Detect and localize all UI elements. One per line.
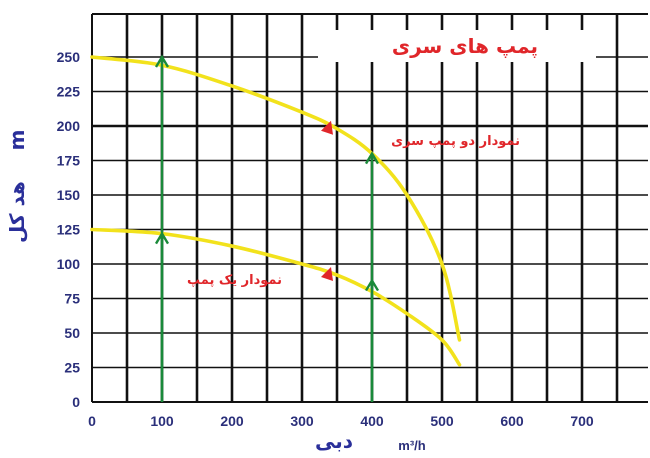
y-tick-label: 75 — [64, 291, 80, 307]
y-tick-label: 50 — [64, 325, 80, 341]
arrow-head-3 — [364, 278, 380, 292]
tick-labels: 0 25 50 75 100 125 150 175 200 225 250 0 100 200 300 40… — [57, 49, 594, 429]
x-tick-label: 400 — [360, 413, 384, 429]
x-axis-label: دبی — [315, 429, 353, 453]
curves — [90, 55, 462, 367]
y-tick-label: 125 — [57, 222, 81, 238]
y-tick-label: 25 — [64, 360, 80, 376]
pointer-marker-1 — [321, 267, 333, 282]
arrows — [154, 54, 380, 402]
title-box — [318, 30, 596, 62]
y-tick-label: 100 — [57, 256, 81, 272]
x-tick-label: 100 — [150, 413, 174, 429]
y-tick-label: 200 — [57, 118, 81, 134]
pointer-marker-0 — [321, 120, 333, 135]
x-tick-label: 700 — [570, 413, 594, 429]
y-axis-unit: m — [5, 130, 29, 151]
series-line-0 — [90, 227, 462, 367]
arrow-head-1 — [154, 231, 170, 245]
markers — [321, 120, 333, 282]
y-tick-label: 150 — [57, 187, 81, 203]
x-tick-label: 500 — [430, 413, 454, 429]
x-tick-label: 200 — [220, 413, 244, 429]
chart-title: پمپ های سری — [392, 34, 538, 59]
series-line-1 — [90, 55, 462, 342]
y-tick-label: 0 — [72, 394, 80, 410]
arrow-head-2 — [364, 151, 380, 165]
series-label-one-pump: نمودار یک پمپ — [187, 273, 282, 288]
y-tick-label: 225 — [57, 84, 81, 100]
x-axis-unit: m³/h — [398, 438, 426, 453]
plot-background — [92, 14, 648, 402]
y-tick-label: 175 — [57, 153, 81, 169]
x-tick-label: 0 — [88, 413, 96, 429]
y-axis-label: هد کل — [5, 181, 29, 243]
axes — [91, 13, 648, 403]
x-tick-label: 600 — [500, 413, 524, 429]
y-tick-label: 250 — [57, 49, 81, 65]
x-tick-label: 300 — [290, 413, 314, 429]
arrow-head-0 — [154, 54, 170, 68]
series-label-two-pumps: نمودار دو پمپ سری — [391, 134, 520, 149]
